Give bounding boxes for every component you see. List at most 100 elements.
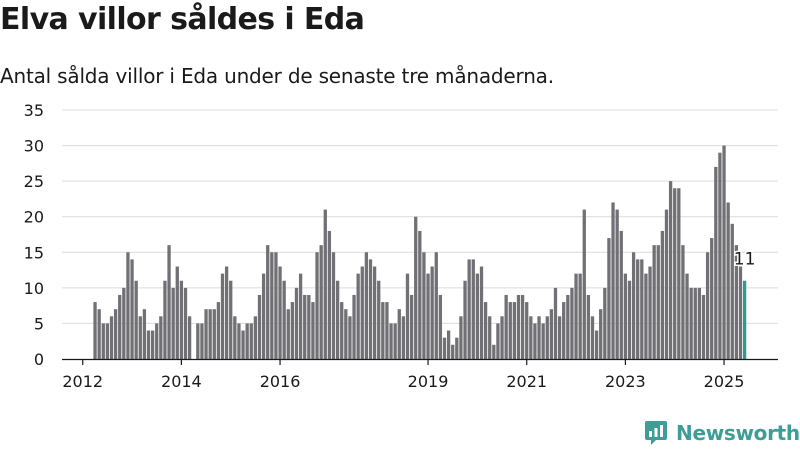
bar bbox=[113, 309, 118, 359]
bar bbox=[722, 145, 726, 359]
bar bbox=[208, 309, 212, 359]
bar bbox=[557, 316, 562, 359]
bar bbox=[270, 252, 274, 359]
bar bbox=[685, 273, 689, 359]
bar bbox=[619, 230, 623, 359]
bar bbox=[705, 252, 710, 359]
bar bbox=[525, 302, 529, 359]
bar bbox=[138, 316, 142, 359]
bar bbox=[233, 316, 237, 359]
bar bbox=[681, 245, 685, 359]
bar bbox=[348, 316, 352, 359]
bar bbox=[352, 294, 356, 359]
bar bbox=[545, 316, 549, 359]
bar bbox=[331, 252, 336, 359]
bar bbox=[414, 216, 418, 359]
brand-logo: Newsworthy bbox=[644, 419, 800, 447]
bar bbox=[627, 280, 632, 359]
bar bbox=[640, 259, 644, 359]
bar bbox=[183, 287, 188, 359]
bar bbox=[664, 209, 669, 359]
bar bbox=[471, 259, 475, 359]
x-tick-label: 2025 bbox=[704, 372, 745, 391]
bar bbox=[93, 302, 97, 359]
bar bbox=[307, 294, 311, 359]
bar bbox=[673, 188, 677, 359]
bar bbox=[397, 309, 401, 359]
bar bbox=[245, 323, 249, 359]
bar bbox=[389, 323, 393, 359]
bar bbox=[463, 280, 467, 359]
bar bbox=[266, 245, 270, 359]
bar bbox=[303, 294, 307, 359]
bar bbox=[105, 323, 110, 359]
y-tick-label: 20 bbox=[24, 208, 44, 227]
bar bbox=[142, 309, 147, 359]
bar bbox=[648, 266, 652, 359]
bar bbox=[611, 202, 615, 359]
bar bbox=[631, 252, 636, 359]
bar bbox=[623, 273, 628, 359]
bar bbox=[644, 273, 648, 359]
bar bbox=[97, 309, 101, 359]
bar bbox=[586, 294, 591, 359]
bar bbox=[405, 273, 410, 359]
bar bbox=[693, 287, 697, 359]
bar bbox=[298, 273, 303, 359]
bar bbox=[290, 302, 295, 359]
bar bbox=[689, 287, 693, 359]
bar bbox=[261, 273, 266, 359]
bar bbox=[636, 259, 640, 359]
bar bbox=[159, 316, 163, 359]
bar bbox=[146, 330, 151, 359]
y-tick-label: 15 bbox=[24, 243, 44, 262]
bar bbox=[594, 330, 599, 359]
bar bbox=[409, 294, 414, 359]
bar bbox=[603, 287, 607, 359]
bar bbox=[377, 280, 381, 359]
bar bbox=[599, 309, 603, 359]
bar bbox=[730, 223, 734, 359]
bar bbox=[118, 294, 122, 359]
bar bbox=[508, 302, 512, 359]
bar bbox=[516, 294, 521, 359]
bar bbox=[500, 316, 504, 359]
bar bbox=[529, 316, 533, 359]
bar bbox=[459, 316, 463, 359]
bar bbox=[734, 245, 739, 359]
y-tick-label: 10 bbox=[24, 279, 44, 298]
y-tick-label: 35 bbox=[24, 101, 44, 120]
bar bbox=[446, 330, 451, 359]
bar bbox=[167, 245, 171, 359]
bar bbox=[578, 273, 582, 359]
bar bbox=[344, 309, 348, 359]
bar bbox=[488, 316, 492, 359]
bar bbox=[697, 287, 702, 359]
bar bbox=[430, 266, 434, 359]
data-label: 11 bbox=[734, 250, 756, 270]
bar bbox=[101, 323, 105, 359]
bar bbox=[294, 287, 299, 359]
bar bbox=[323, 209, 327, 359]
bar bbox=[418, 230, 422, 359]
bar bbox=[315, 252, 319, 359]
bar bbox=[549, 309, 554, 359]
bar bbox=[274, 252, 278, 359]
bar bbox=[570, 287, 574, 359]
bar bbox=[479, 266, 484, 359]
bar bbox=[200, 323, 204, 359]
bar bbox=[566, 294, 570, 359]
bar bbox=[311, 302, 315, 359]
bar bbox=[677, 188, 681, 359]
bar bbox=[520, 294, 525, 359]
y-tick-label: 0 bbox=[34, 350, 44, 369]
x-tick-label: 2019 bbox=[408, 372, 449, 391]
bar bbox=[381, 302, 385, 359]
y-tick-label: 30 bbox=[24, 137, 44, 156]
bar bbox=[278, 266, 282, 359]
bar bbox=[241, 330, 245, 359]
bar bbox=[319, 245, 323, 359]
bar bbox=[356, 273, 360, 359]
bar bbox=[652, 245, 656, 359]
bar bbox=[360, 266, 364, 359]
